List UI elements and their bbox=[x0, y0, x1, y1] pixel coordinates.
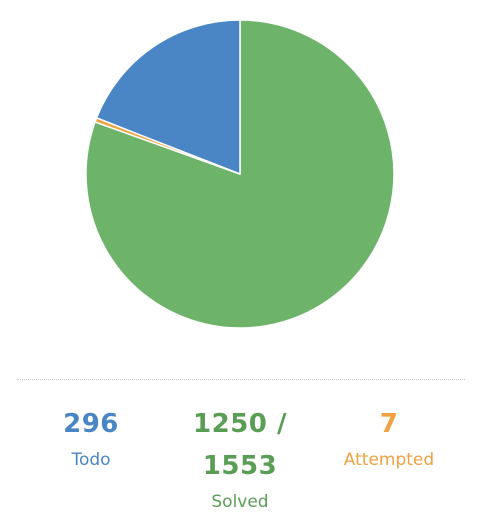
solved-label: Solved bbox=[211, 492, 269, 512]
todo-count: 296 bbox=[63, 409, 119, 439]
attempted-label: Attempted bbox=[343, 450, 435, 470]
todo-stat: 296 Todo bbox=[31, 403, 151, 471]
attempted-stat: 7 Attempted bbox=[329, 403, 449, 471]
solved-count: 1250 / 1553 bbox=[193, 409, 287, 481]
pie-slice-solved bbox=[85, 19, 395, 329]
pie-chart bbox=[85, 19, 395, 329]
todo-label: Todo bbox=[71, 450, 111, 470]
pie-slice-todo bbox=[95, 19, 241, 175]
attempted-count: 7 bbox=[379, 409, 399, 439]
solved-stat: 1250 / 1553 Solved bbox=[170, 403, 310, 513]
divider bbox=[17, 379, 465, 380]
